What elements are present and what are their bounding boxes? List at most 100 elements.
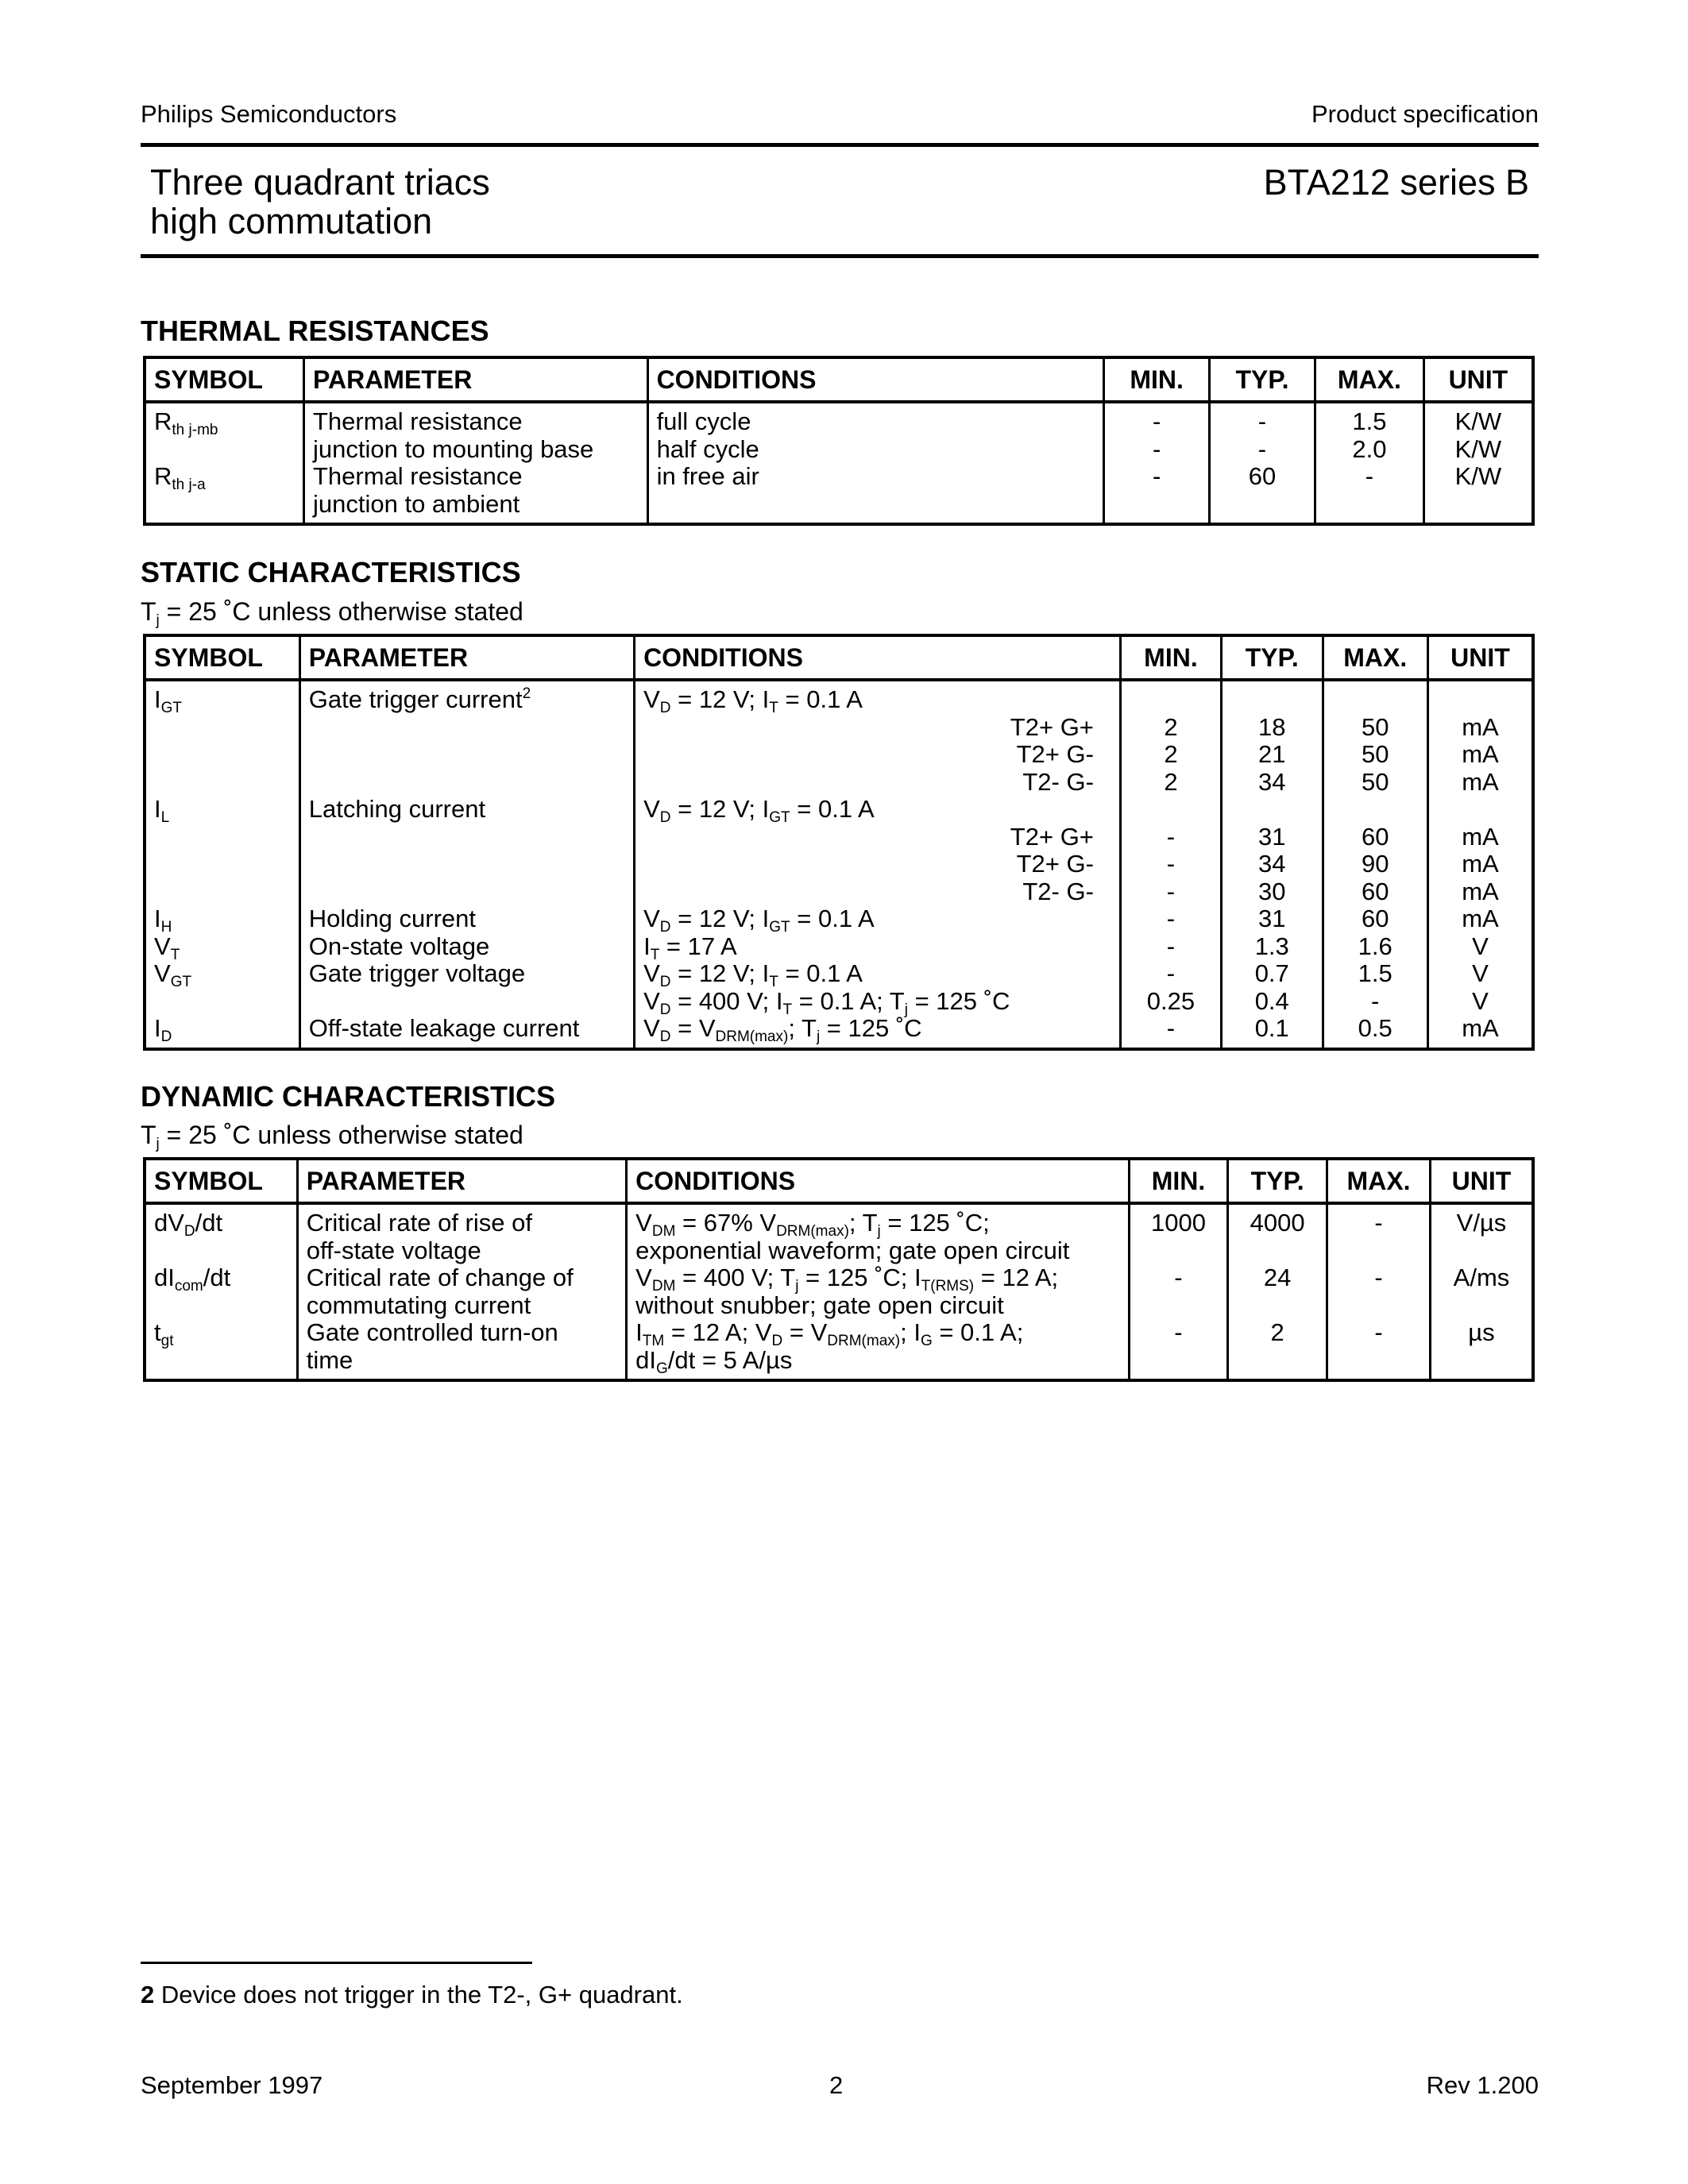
subscript: GT bbox=[170, 974, 192, 990]
column-header-typ: TYP. bbox=[1207, 356, 1317, 403]
typ-cell bbox=[1226, 1346, 1329, 1380]
max-cell: 50 bbox=[1321, 740, 1429, 769]
footer-date: September 1997 bbox=[141, 2071, 323, 2099]
symbol-cell bbox=[143, 851, 301, 878]
unit-cell: mA bbox=[1426, 878, 1535, 905]
column-header-unit: UNIT bbox=[1422, 356, 1535, 403]
footnote-number: 2 bbox=[141, 1981, 155, 2008]
conditions-cell: VD = VDRM(max); Tj = 125 ˚C bbox=[633, 1014, 1122, 1049]
symbol-cell: Rth j-mb bbox=[143, 402, 305, 438]
typ-cell: 34 bbox=[1219, 850, 1324, 878]
typ-cell bbox=[1219, 796, 1324, 824]
table-row: ID Off-state leakage current VD = VDRM(max… bbox=[143, 1014, 1535, 1049]
quadrant-label: T2+ G+ bbox=[1010, 712, 1094, 741]
table-row: commutating current without snubber; gate… bbox=[143, 1291, 1535, 1319]
unit-cell bbox=[1426, 796, 1535, 824]
parameter-cell: junction to ambient bbox=[303, 490, 649, 524]
dynamic-table: SYMBOL PARAMETER CONDITIONS MIN. TYP. MAX. UNI… bbox=[143, 1157, 1535, 1382]
column-header-max: MAX. bbox=[1314, 356, 1425, 403]
unit-cell bbox=[1422, 490, 1535, 524]
conditions-cell: full cycle bbox=[646, 402, 1106, 436]
table-row: IH Holding current VD = 12 V; IGT = 0.1 A-… bbox=[143, 905, 1535, 935]
table-row: T2- G- 2 34 50 mA bbox=[143, 768, 1535, 796]
symbol-cell: VT bbox=[143, 932, 301, 963]
max-cell: 50 bbox=[1321, 713, 1429, 741]
min-cell: - bbox=[1103, 435, 1211, 463]
subscript: j bbox=[795, 1278, 799, 1295]
symbol-cell: ID bbox=[143, 1014, 301, 1049]
symbol-cell bbox=[143, 823, 301, 851]
footnote-rule bbox=[141, 1962, 532, 1964]
parameter-cell: Thermal resistance bbox=[303, 462, 649, 491]
parameter-cell: Holding current bbox=[298, 905, 636, 933]
column-header-conditions: CONDITIONS bbox=[633, 634, 1122, 681]
conditions-cell: without snubber; gate open circuit bbox=[625, 1291, 1130, 1319]
symbol-cell: IL bbox=[143, 795, 301, 825]
symbol-cell bbox=[143, 741, 301, 769]
max-cell: - bbox=[1321, 987, 1429, 1015]
column-header-conditions: CONDITIONS bbox=[625, 1157, 1130, 1205]
symbol-cell bbox=[143, 878, 301, 905]
conditions-cell: VD = 12 V; IGT = 0.1 A bbox=[633, 795, 1122, 825]
unit-cell bbox=[1428, 1346, 1535, 1380]
conditions-cell: T2- G- bbox=[633, 877, 1122, 905]
parameter-cell: Gate controlled turn-on bbox=[295, 1318, 628, 1347]
max-cell bbox=[1321, 680, 1429, 714]
min-cell: - bbox=[1118, 905, 1223, 933]
typ-cell: 24 bbox=[1226, 1264, 1329, 1292]
quadrant-label: T2- G- bbox=[1022, 877, 1094, 905]
subscript: DRM(max) bbox=[827, 1333, 901, 1349]
min-cell: - bbox=[1118, 932, 1223, 960]
max-cell bbox=[1326, 1291, 1431, 1319]
column-header-unit: UNIT bbox=[1426, 634, 1535, 681]
min-cell: - bbox=[1103, 462, 1211, 491]
subscript: T bbox=[769, 700, 778, 716]
subscript: GT bbox=[160, 700, 183, 716]
column-header-parameter: PARAMETER bbox=[298, 634, 636, 681]
typ-cell: 1.3 bbox=[1219, 932, 1324, 960]
parameter-cell: On-state voltage bbox=[298, 932, 636, 960]
subscript: j bbox=[156, 1136, 160, 1152]
dynamic-note: Tj = 25 ˚C unless otherwise stated bbox=[141, 1121, 523, 1152]
min-cell: - bbox=[1118, 959, 1223, 988]
unit-cell bbox=[1426, 680, 1535, 714]
title-line-1: Three quadrant triacs bbox=[150, 162, 490, 203]
typ-cell: 30 bbox=[1219, 878, 1324, 905]
unit-cell: mA bbox=[1426, 823, 1535, 851]
subscript: T bbox=[170, 946, 180, 963]
typ-cell: 0.4 bbox=[1219, 987, 1324, 1015]
unit-cell: K/W bbox=[1422, 402, 1535, 436]
conditions-cell: T2+ G+ bbox=[633, 712, 1122, 741]
unit-cell bbox=[1428, 1291, 1535, 1319]
title-line-2: high commutation bbox=[150, 201, 433, 241]
footnote: 2 Device does not trigger in the T2-, G+… bbox=[141, 1981, 683, 2009]
typ-cell: 31 bbox=[1219, 823, 1324, 851]
unit-cell: mA bbox=[1426, 1014, 1535, 1049]
symbol-cell bbox=[143, 435, 305, 463]
conditions-cell: VD = 400 V; IT = 0.1 A; Tj = 125 ˚C bbox=[633, 987, 1122, 1018]
quadrant-label: T2+ G+ bbox=[1010, 822, 1094, 851]
quadrant-label: T2+ G- bbox=[1016, 850, 1094, 878]
conditions-cell: dIG/dt = 5 A/µs bbox=[625, 1346, 1130, 1380]
min-cell bbox=[1127, 1237, 1230, 1264]
max-cell: 2.0 bbox=[1314, 435, 1425, 463]
subscript: j bbox=[904, 1001, 908, 1018]
subscript: com bbox=[174, 1278, 203, 1295]
table-row: junction to ambient bbox=[143, 490, 1535, 524]
max-cell: 1.6 bbox=[1321, 932, 1429, 960]
header-rule bbox=[141, 143, 1539, 147]
subscript: D bbox=[659, 700, 671, 716]
title-rule bbox=[141, 254, 1539, 258]
typ-cell bbox=[1226, 1291, 1329, 1319]
table-row: T2+ G- 2 21 50 mA bbox=[143, 740, 1535, 769]
parameter-cell: Gate trigger current2 bbox=[298, 680, 636, 714]
table-row: T2- G- -30 60 mA bbox=[143, 877, 1535, 905]
symbol-cell bbox=[143, 490, 305, 524]
column-header-parameter: PARAMETER bbox=[295, 1157, 628, 1205]
subscript: gt bbox=[160, 1333, 174, 1349]
typ-cell: 31 bbox=[1219, 905, 1324, 933]
symbol-cell bbox=[143, 987, 301, 1015]
subscript: j bbox=[156, 612, 160, 629]
typ-cell: 34 bbox=[1219, 768, 1324, 796]
column-header-max: MAX. bbox=[1326, 1157, 1431, 1205]
